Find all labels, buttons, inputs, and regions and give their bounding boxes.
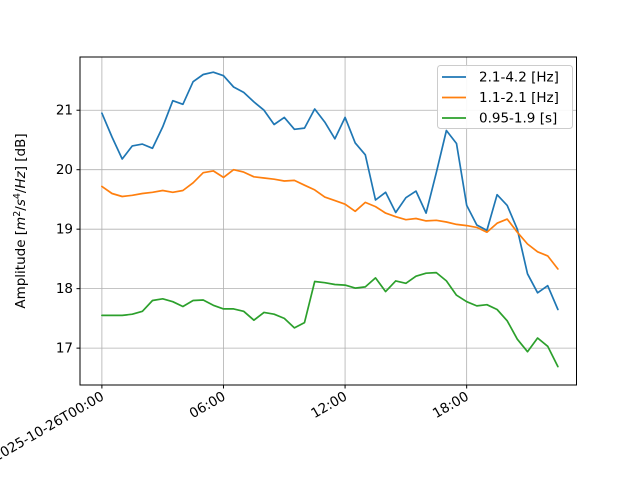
legend-entry-0: 2.1-4.2 [Hz]: [442, 70, 559, 86]
legend-entry-2: 0.95-1.9 [s]: [442, 111, 557, 127]
x-tick-label: 06:00: [187, 389, 229, 422]
series-line-0: [101, 71, 559, 311]
legend-label-2: 0.95-1.9 [s]: [479, 111, 557, 127]
y-tick-label: 17: [56, 341, 73, 357]
legend-box: [437, 65, 573, 129]
series-lines: [101, 71, 559, 368]
legend: 2.1-4.2 [Hz] 1.1-2.1 [Hz] 0.95-1.9 [s]: [437, 65, 573, 129]
y-axis: 17 18 19 20 21: [56, 103, 80, 357]
axes-frame: [79, 56, 577, 386]
y-tick-label: 19: [56, 222, 73, 238]
x-tick-label: 2025-10-26T00:00: [0, 389, 107, 466]
series-line-1: [101, 168, 559, 270]
legend-label-0: 2.1-4.2 [Hz]: [479, 70, 559, 86]
x-axis: 2025-10-26T00:00 06:00 12:00 18:00: [0, 385, 472, 465]
y-tick-label: 20: [56, 162, 73, 178]
y-tick-label: 21: [56, 103, 73, 119]
x-tick-label: 12:00: [308, 389, 350, 422]
y-tick-label: 18: [56, 281, 73, 297]
series-line-2: [101, 271, 559, 368]
legend-entry-1: 1.1-2.1 [Hz]: [442, 90, 559, 106]
x-tick-label: 18:00: [430, 389, 472, 422]
y-axis-label: Amplitude [m2/s4/Hz] [dB]: [12, 133, 29, 308]
legend-label-1: 1.1-2.1 [Hz]: [479, 90, 559, 106]
